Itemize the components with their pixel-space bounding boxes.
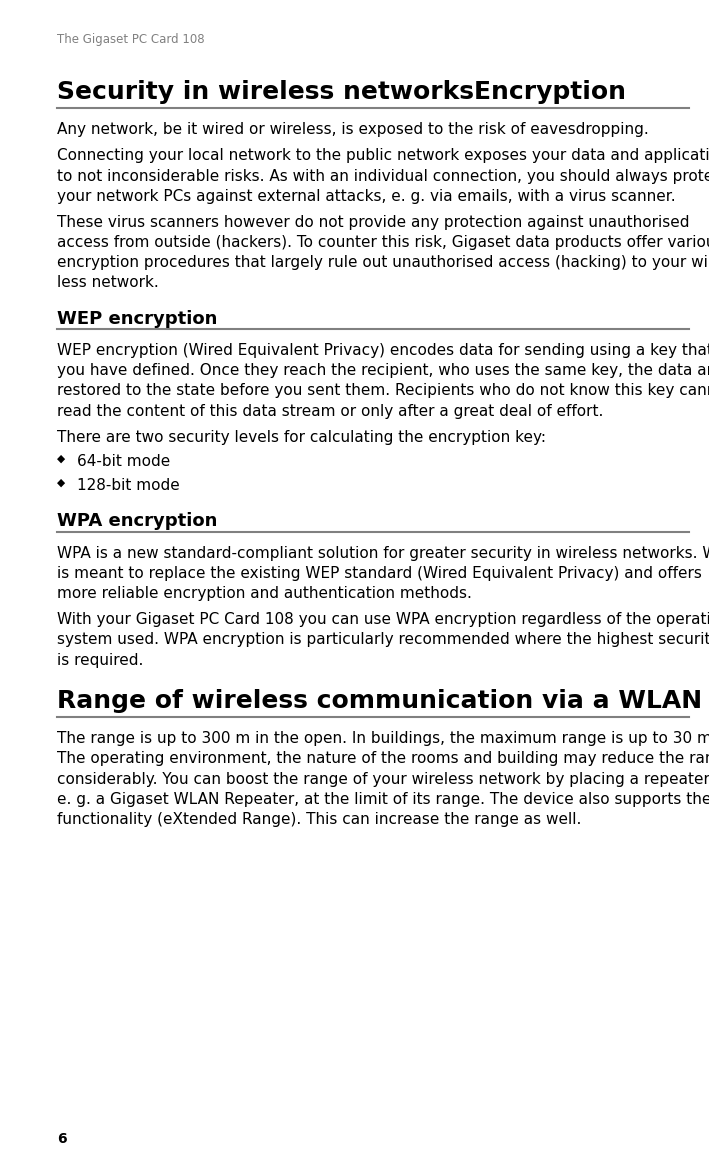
Text: WPA encryption: WPA encryption [57, 512, 218, 530]
Text: your network PCs against external attacks, e. g. via emails, with a virus scanne: your network PCs against external attack… [57, 189, 676, 204]
Text: e. g. a Gigaset WLAN Repeater, at the limit of its range. The device also suppor: e. g. a Gigaset WLAN Repeater, at the li… [57, 792, 709, 806]
Text: is meant to replace the existing WEP standard (Wired Equivalent Privacy) and off: is meant to replace the existing WEP sta… [57, 566, 702, 581]
Text: WEP encryption (Wired Equivalent Privacy) encodes data for sending using a key t: WEP encryption (Wired Equivalent Privacy… [57, 343, 709, 359]
Text: The Gigaset PC Card 108: The Gigaset PC Card 108 [57, 33, 205, 46]
Text: Any network, be it wired or wireless, is exposed to the risk of eavesdropping.: Any network, be it wired or wireless, is… [57, 122, 649, 137]
Text: restored to the state before you sent them. Recipients who do not know this key : restored to the state before you sent th… [57, 383, 709, 398]
Text: 128-bit mode: 128-bit mode [77, 478, 179, 493]
Text: The operating environment, the nature of the rooms and building may reduce the r: The operating environment, the nature of… [57, 751, 709, 766]
Text: encryption procedures that largely rule out unauthorised access (hacking) to you: encryption procedures that largely rule … [57, 255, 709, 271]
Text: functionality (eXtended Range). This can increase the range as well.: functionality (eXtended Range). This can… [57, 812, 581, 827]
Text: With your Gigaset PC Card 108 you can use WPA encryption regardless of the opera: With your Gigaset PC Card 108 you can us… [57, 612, 709, 627]
Text: you have defined. Once they reach the recipient, who uses the same key, the data: you have defined. Once they reach the re… [57, 363, 709, 379]
Text: Security in wireless networksEncryption: Security in wireless networksEncryption [57, 80, 626, 104]
Text: Connecting your local network to the public network exposes your data and applic: Connecting your local network to the pub… [57, 149, 709, 163]
Text: Range of wireless communication via a WLAN: Range of wireless communication via a WL… [57, 689, 702, 713]
Text: 64-bit mode: 64-bit mode [77, 454, 170, 469]
Text: more reliable encryption and authentication methods.: more reliable encryption and authenticat… [57, 586, 472, 601]
Text: to not inconsiderable risks. As with an individual connection, you should always: to not inconsiderable risks. As with an … [57, 169, 709, 184]
Text: WPA is a new standard-compliant solution for greater security in wireless networ: WPA is a new standard-compliant solution… [57, 546, 709, 560]
Text: There are two security levels for calculating the encryption key:: There are two security levels for calcul… [57, 430, 546, 445]
Text: These virus scanners however do not provide any protection against unauthorised: These virus scanners however do not prov… [57, 214, 690, 230]
Text: less network.: less network. [57, 275, 159, 291]
Text: considerably. You can boost the range of your wireless network by placing a repe: considerably. You can boost the range of… [57, 771, 709, 786]
Text: ◆: ◆ [57, 478, 65, 488]
Text: The range is up to 300 m in the open. In buildings, the maximum range is up to 3: The range is up to 300 m in the open. In… [57, 731, 709, 747]
Text: 6: 6 [57, 1132, 67, 1146]
Text: WEP encryption: WEP encryption [57, 309, 218, 328]
Text: ◆: ◆ [57, 454, 65, 464]
Text: read the content of this data stream or only after a great deal of effort.: read the content of this data stream or … [57, 403, 603, 418]
Text: system used. WPA encryption is particularly recommended where the highest securi: system used. WPA encryption is particula… [57, 633, 709, 647]
Text: access from outside (hackers). To counter this risk, Gigaset data products offer: access from outside (hackers). To counte… [57, 236, 709, 250]
Text: is required.: is required. [57, 653, 143, 668]
